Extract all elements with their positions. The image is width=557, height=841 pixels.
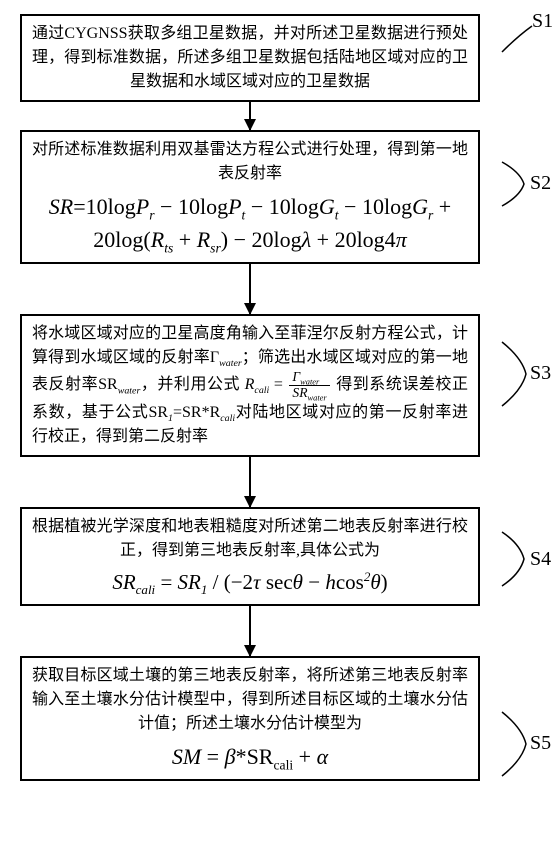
flow-node-s1: 通过CYGNSS获取多组卫星数据，并对所述卫星数据进行预处理，得到标准数据，所述… bbox=[20, 14, 480, 102]
label-s4: S4 bbox=[530, 548, 551, 571]
node-text: 根据植被光学深度和地表粗糙度对所述第二地表反射率进行校正，得到第三地表反射率,具… bbox=[32, 515, 468, 563]
node-text: 对所述标准数据利用双基雷达方程公式进行处理，得到第一地表反射率 bbox=[32, 138, 468, 186]
node-text: 通过CYGNSS获取多组卫星数据，并对所述卫星数据进行预处理，得到标准数据，所述… bbox=[32, 22, 468, 94]
node-text: 将水域区域对应的卫星高度角输入至菲涅尔反射方程公式，计算得到水域区域的反射率Γw… bbox=[32, 322, 468, 449]
arrow-3 bbox=[20, 457, 480, 507]
flow-node-s2: 对所述标准数据利用双基雷达方程公式进行处理，得到第一地表反射率 SR=10log… bbox=[20, 130, 480, 264]
flow-node-s4: 根据植被光学深度和地表粗糙度对所述第二地表反射率进行校正，得到第三地表反射率,具… bbox=[20, 507, 480, 607]
arrow-4 bbox=[20, 606, 480, 656]
arrow-2 bbox=[20, 264, 480, 314]
flow-node-s3: 将水域区域对应的卫星高度角输入至菲涅尔反射方程公式，计算得到水域区域的反射率Γw… bbox=[20, 314, 480, 457]
arrow-1 bbox=[20, 102, 480, 130]
node-text: 获取目标区域土壤的第三地表反射率，将所述第三地表反射率输入至土壤水分估计模型中，… bbox=[32, 664, 468, 736]
equation-s4: SRcali = SR1 / (−2τ secθ − hcos2θ) bbox=[32, 567, 468, 599]
label-s3: S3 bbox=[530, 362, 551, 385]
label-s1: S1 bbox=[532, 10, 553, 33]
equation-s5: SM = β*SRcali + α bbox=[32, 740, 468, 773]
label-s2: S2 bbox=[530, 172, 551, 195]
flow-node-s5: 获取目标区域土壤的第三地表反射率，将所述第三地表反射率输入至土壤水分估计模型中，… bbox=[20, 656, 480, 781]
equation-s2: SR=10logPr − 10logPt − 10logGt − 10logGr… bbox=[32, 190, 468, 256]
label-s5: S5 bbox=[530, 732, 551, 755]
